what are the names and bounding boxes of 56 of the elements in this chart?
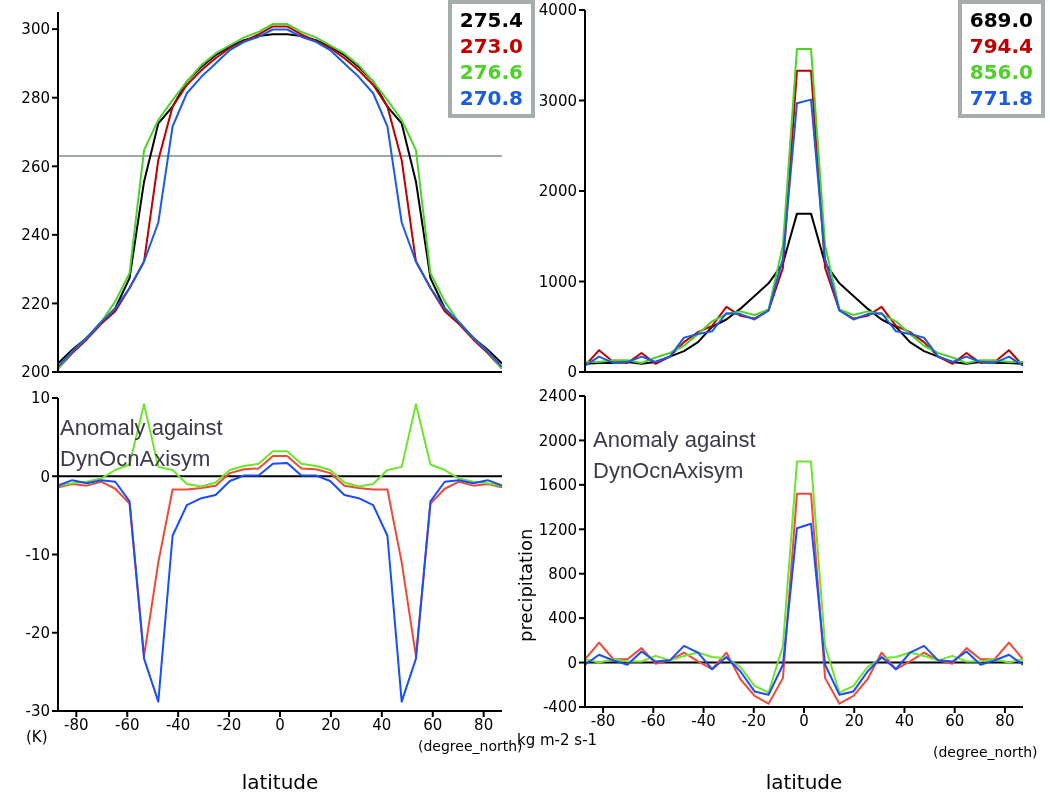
x-tick-label: 20 [844, 711, 864, 730]
y-tick-label: 2000 [538, 431, 577, 450]
text: 794.4 [969, 33, 1033, 59]
y-tick-label: -400 [542, 698, 577, 717]
y-tick-label: 0 [567, 363, 577, 382]
y-tick-label: -10 [25, 545, 50, 564]
x-tick-label: -40 [691, 711, 716, 730]
y-axis-title: precipitation [515, 527, 536, 644]
x-tick-label: 60 [423, 715, 443, 734]
text: 273.0 [459, 33, 523, 59]
y-tick-label: 3000 [538, 91, 577, 110]
text: (degree_north) [933, 743, 1038, 762]
y-tick-label: 200 [21, 363, 50, 382]
y-tick-label: 0 [40, 467, 50, 486]
x-tick-label: -80 [590, 711, 616, 730]
y-tick-label: -30 [25, 702, 50, 721]
x-tick-label: -60 [641, 711, 666, 730]
x-axis-title: latitude [241, 770, 319, 793]
y-tick-label: 1600 [538, 476, 577, 495]
y-tick-label: 0 [567, 653, 577, 672]
x-tick-label: -60 [115, 715, 140, 734]
y-tick-label: 1000 [538, 272, 577, 291]
y-tick-label: 4000 [538, 1, 577, 20]
x-tick-label: 40 [372, 715, 392, 734]
y-tick-label: 400 [548, 609, 577, 628]
y-tick-label: 1200 [538, 520, 577, 539]
x-tick-label: 60 [945, 711, 965, 730]
text: 270.8 [459, 85, 523, 111]
text: 275.4 [459, 7, 523, 33]
text: 771.8 [969, 85, 1033, 111]
text: 276.6 [459, 59, 523, 85]
text: 856.0 [969, 59, 1033, 85]
x-tick-label: -80 [64, 715, 89, 734]
y-tick-label: 260 [21, 157, 50, 176]
x-tick-label: 0 [275, 715, 285, 734]
x-tick-label: -40 [165, 715, 191, 734]
x-tick-label: 0 [799, 711, 809, 730]
y-tick-label: 10 [30, 389, 50, 408]
y-tick-label: 280 [21, 89, 50, 108]
x-axis-title: latitude [765, 770, 843, 793]
y-tick-label: 300 [21, 20, 50, 39]
y-tick-label: -20 [25, 624, 50, 643]
y-tick-label: 800 [548, 565, 577, 584]
x-tick-label: 20 [321, 715, 341, 734]
y-tick-label: 2400 [538, 387, 577, 406]
y-tick-label: 220 [21, 294, 50, 313]
x-tick-label: -20 [216, 715, 242, 734]
x-tick-label: 80 [995, 711, 1015, 730]
x-tick-label: 80 [474, 715, 494, 734]
x-tick-label: 40 [894, 711, 915, 730]
text: (K) [26, 727, 48, 748]
y-tick-label: 2000 [538, 182, 577, 201]
x-tick-label: -20 [741, 711, 767, 730]
annotation: Anomaly against DynOcnAxisym [593, 426, 757, 485]
y-tick-label: 240 [21, 226, 50, 245]
text: 689.0 [969, 7, 1033, 33]
